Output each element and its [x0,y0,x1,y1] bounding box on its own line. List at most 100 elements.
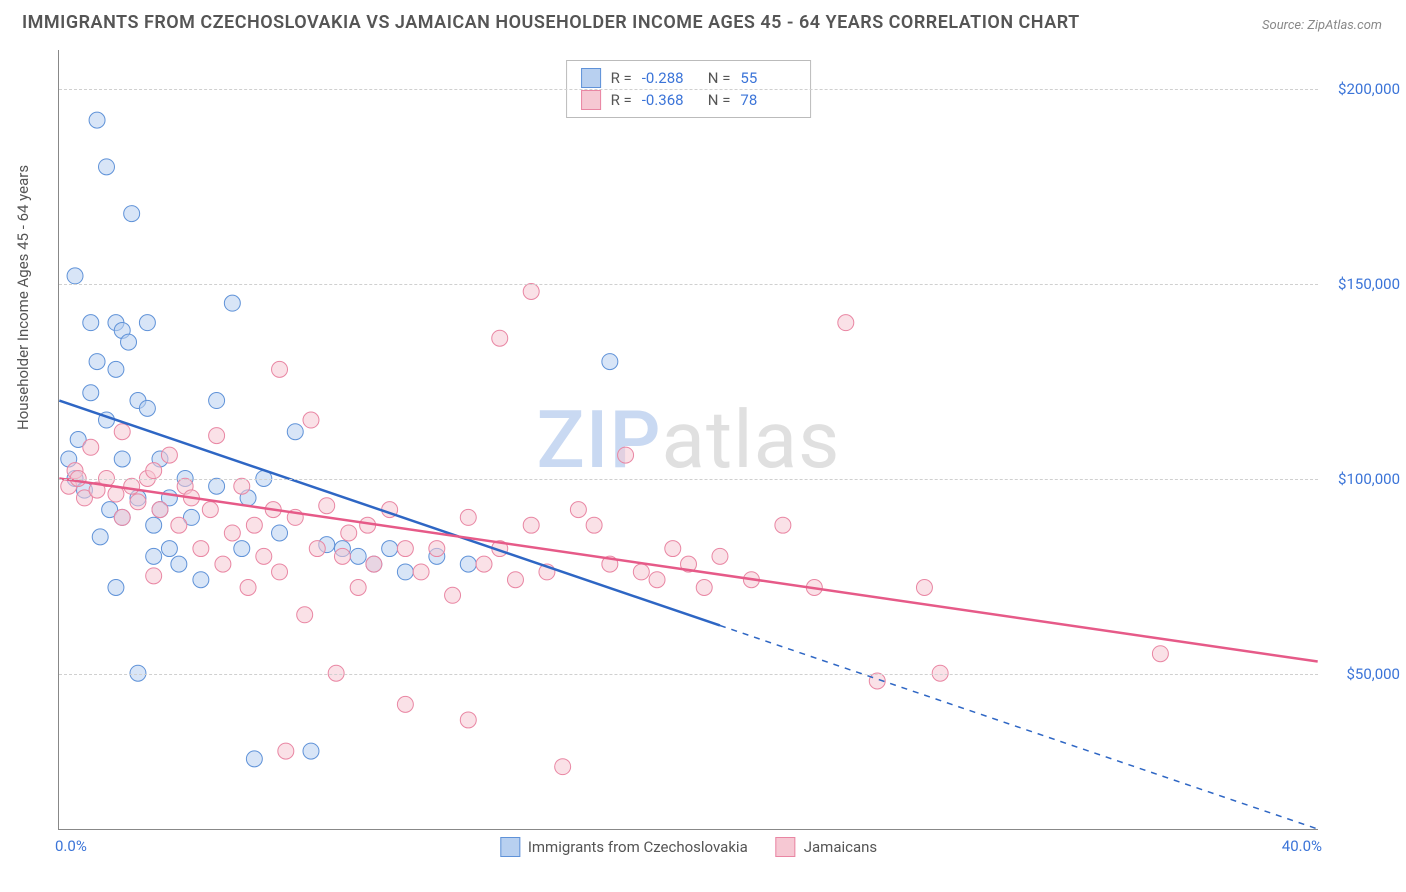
scatter-point [124,478,140,494]
legend-r-value: -0.368 [642,89,698,111]
scatter-point [334,548,350,564]
x-tick-max: 40.0% [1282,837,1322,855]
legend-item: Immigrants from Czechoslovakia [500,837,748,857]
scatter-point [586,517,602,533]
scatter-point [297,607,313,623]
scatter-point [445,587,461,603]
legend-swatch [581,90,601,110]
legend-r-value: -0.288 [642,67,698,89]
scatter-point [146,463,162,479]
scatter-point [492,330,508,346]
scatter-point [633,564,649,580]
scatter-point [114,509,130,525]
scatter-point [209,393,225,409]
scatter-point [246,751,262,767]
scatter-point [618,447,634,463]
scatter-point [278,743,294,759]
scatter-point [130,494,146,510]
scatter-point [209,428,225,444]
scatter-point [272,525,288,541]
scatter-point [460,509,476,525]
scatter-point [92,529,108,545]
scatter-point [309,541,325,557]
scatter-point [146,517,162,533]
legend-n-value: 78 [740,89,796,111]
legend-item: Jamaicans [776,837,877,857]
scatter-point [665,541,681,557]
y-tick-label: $150,000 [1322,275,1400,293]
series-legend: Immigrants from Czechoslovakia Jamaicans [500,837,877,857]
scatter-point [224,295,240,311]
scatter-point [193,572,209,588]
legend-r-label: R = [611,89,632,111]
scatter-point [775,517,791,533]
scatter-point [460,712,476,728]
scatter-point [319,498,335,514]
scatter-point [139,315,155,331]
scatter-point [696,580,712,596]
source-label: Source: ZipAtlas.com [1262,18,1382,33]
scatter-point [287,424,303,440]
scatter-point [272,361,288,377]
scatter-point [303,743,319,759]
scatter-point [193,541,209,557]
legend-r-label: R = [611,67,632,89]
scatter-point [350,548,366,564]
plot-svg [59,50,1318,829]
scatter-point [397,696,413,712]
scatter-point [555,759,571,775]
y-tick-label: $100,000 [1322,470,1400,488]
x-tick-min: 0.0% [55,837,87,855]
scatter-point [171,556,187,572]
legend-swatch [500,837,520,857]
chart-title: IMMIGRANTS FROM CZECHOSLOVAKIA VS JAMAIC… [22,12,1080,33]
legend-swatch [581,68,601,88]
scatter-point [114,451,130,467]
scatter-point [397,564,413,580]
legend-n-label: N = [708,89,731,111]
scatter-point [256,548,272,564]
chart-container: IMMIGRANTS FROM CZECHOSLOVAKIA VS JAMAIC… [0,0,1406,892]
scatter-point [146,548,162,564]
scatter-point [429,541,445,557]
scatter-point [350,580,366,596]
scatter-point [1152,646,1168,662]
scatter-point [413,564,429,580]
scatter-point [570,502,586,518]
scatter-point [161,447,177,463]
trend-line-extrapolated [720,625,1318,829]
scatter-point [246,517,262,533]
legend-label: Immigrants from Czechoslovakia [528,838,748,856]
legend-n-value: 55 [740,67,796,89]
gridline [59,284,1318,285]
scatter-point [838,315,854,331]
scatter-point [224,525,240,541]
scatter-point [649,572,665,588]
scatter-point [83,385,99,401]
y-tick-label: $200,000 [1322,80,1400,98]
scatter-point [234,478,250,494]
legend-row: R = -0.368 N = 78 [581,89,797,111]
legend-row: R = -0.288N = 55 [581,67,797,89]
scatter-point [507,572,523,588]
scatter-point [476,556,492,572]
scatter-point [139,400,155,416]
scatter-point [366,556,382,572]
scatter-point [234,541,250,557]
scatter-point [121,334,137,350]
scatter-point [83,315,99,331]
scatter-point [99,159,115,175]
plot-area: ZIPatlas R = -0.288N = 55R = -0.368N = 7… [58,50,1318,830]
trend-line [59,478,1317,661]
legend-swatch [776,837,796,857]
scatter-point [523,517,539,533]
scatter-point [146,568,162,584]
scatter-point [202,502,218,518]
scatter-point [89,112,105,128]
gridline [59,674,1318,675]
scatter-point [152,502,168,518]
legend-label: Jamaicans [804,838,877,856]
gridline [59,479,1318,480]
gridline [59,89,1318,90]
scatter-point [240,580,256,596]
